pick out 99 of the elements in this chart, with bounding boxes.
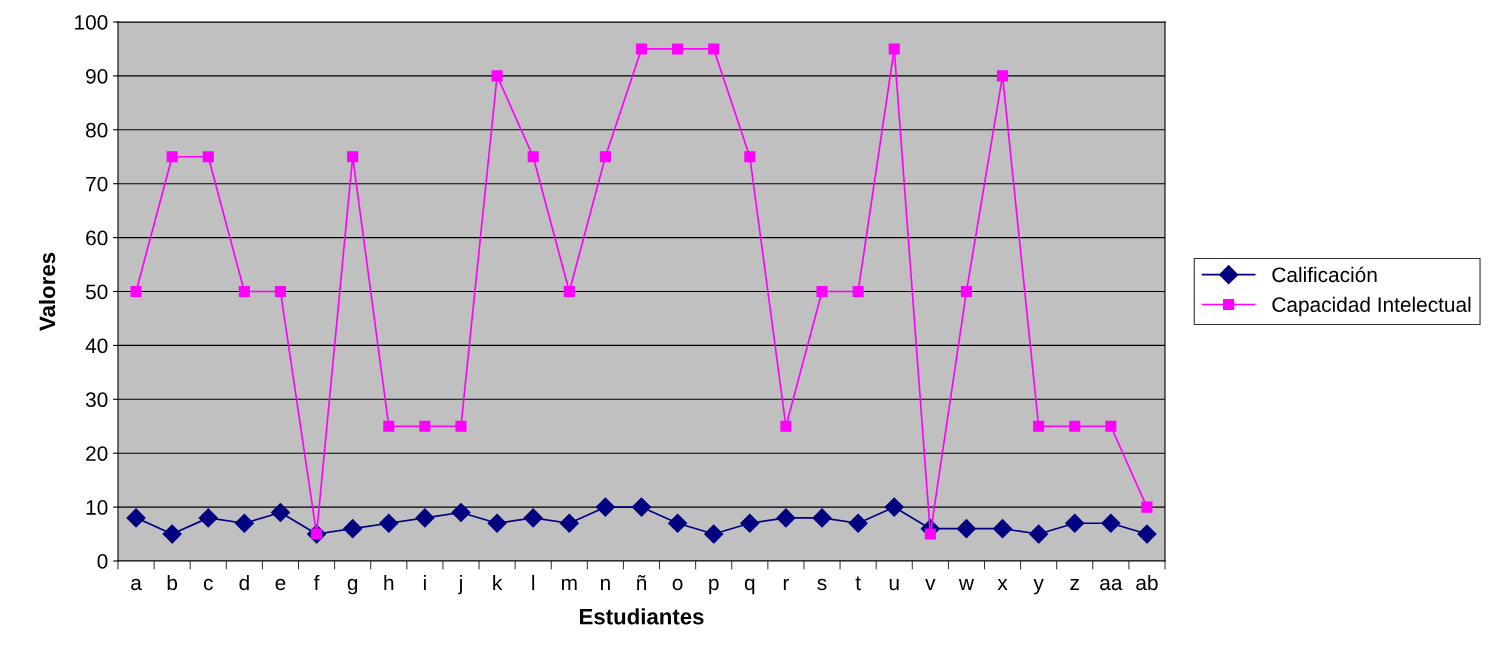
point bbox=[1101, 513, 1121, 533]
y-tick-label: 70 bbox=[86, 176, 108, 192]
x-axis-title: Estudiantes bbox=[580, 608, 704, 625]
point bbox=[347, 151, 359, 163]
legend-label: Calificación bbox=[1272, 266, 1377, 283]
x-tick-label: d bbox=[239, 574, 249, 591]
x-tick-label: h bbox=[384, 574, 394, 590]
point bbox=[672, 43, 684, 55]
x-tick-label: e bbox=[275, 578, 286, 591]
point bbox=[1029, 524, 1049, 544]
point bbox=[668, 513, 688, 533]
point bbox=[563, 285, 575, 298]
point bbox=[888, 43, 900, 55]
x-tick-label: c bbox=[203, 578, 213, 591]
y-tick-label: 50 bbox=[85, 284, 108, 300]
point bbox=[1105, 420, 1117, 432]
y-tick-label: 80 bbox=[86, 122, 108, 138]
point bbox=[379, 513, 399, 533]
x-tick-label: y bbox=[1033, 578, 1044, 595]
point bbox=[960, 285, 972, 298]
point bbox=[776, 508, 796, 528]
point bbox=[1069, 420, 1081, 432]
x-tick-label: p bbox=[709, 578, 719, 595]
x-tick-label: s bbox=[817, 578, 827, 591]
y-tick-label: 100 bbox=[75, 15, 108, 30]
x-tick-label: m bbox=[562, 578, 577, 590]
point bbox=[744, 151, 756, 163]
x-tick-label: i bbox=[423, 574, 426, 590]
point bbox=[1137, 524, 1157, 544]
y-tick-label: 10 bbox=[86, 500, 108, 515]
point bbox=[198, 508, 218, 528]
legend-label: Capacidad Intelectual bbox=[1272, 296, 1471, 317]
point bbox=[130, 285, 142, 298]
y-axis-title: Valores bbox=[38, 252, 56, 331]
point bbox=[238, 285, 250, 298]
x-tick-label: q bbox=[744, 578, 755, 595]
point bbox=[635, 43, 648, 55]
point bbox=[126, 508, 146, 528]
x-tick-label: j bbox=[458, 574, 462, 595]
point bbox=[704, 524, 724, 544]
point bbox=[234, 513, 254, 533]
point bbox=[162, 524, 182, 544]
x-tick-label: v bbox=[925, 578, 936, 590]
point bbox=[527, 151, 539, 163]
x-tick-label: z bbox=[1070, 578, 1079, 590]
y-tick-label: 30 bbox=[85, 392, 108, 408]
point bbox=[270, 502, 290, 523]
x-tick-label: o bbox=[672, 578, 683, 591]
point bbox=[595, 497, 615, 517]
y-tick-label: 90 bbox=[86, 68, 108, 84]
x-tick-label: b bbox=[167, 574, 178, 591]
x-tick-label: u bbox=[889, 578, 899, 591]
point bbox=[924, 528, 936, 540]
point bbox=[956, 519, 976, 539]
point bbox=[816, 285, 828, 298]
y-tick-label: 20 bbox=[86, 446, 108, 461]
point bbox=[419, 420, 431, 432]
point bbox=[852, 285, 864, 298]
x-tick-label: ab bbox=[1136, 574, 1158, 591]
x-tick-label: ñ bbox=[637, 575, 646, 590]
point bbox=[631, 497, 652, 517]
point bbox=[455, 420, 467, 432]
x-tick-label: aa bbox=[1100, 578, 1123, 591]
point bbox=[487, 513, 507, 533]
x-tick-label: f bbox=[313, 574, 320, 590]
x-tick-label: a bbox=[131, 578, 142, 591]
point bbox=[415, 508, 435, 528]
point bbox=[812, 508, 832, 528]
point bbox=[274, 285, 287, 298]
y-tick-label: 60 bbox=[86, 230, 108, 246]
x-tick-label: l bbox=[532, 574, 535, 590]
x-tick-label: k bbox=[493, 574, 503, 590]
point bbox=[523, 508, 543, 528]
point bbox=[740, 513, 760, 533]
point bbox=[599, 151, 611, 163]
point bbox=[1141, 501, 1153, 513]
x-tick-label: t bbox=[855, 576, 861, 591]
point bbox=[451, 502, 471, 523]
point bbox=[166, 151, 178, 163]
point bbox=[884, 497, 904, 517]
point bbox=[1033, 420, 1045, 432]
y-tick-label: 0 bbox=[97, 554, 108, 569]
point bbox=[383, 420, 395, 432]
x-tick-label: g bbox=[347, 578, 358, 595]
point bbox=[1065, 513, 1085, 533]
x-tick-label: w bbox=[958, 578, 975, 590]
point bbox=[708, 43, 720, 55]
point bbox=[996, 70, 1009, 82]
point bbox=[491, 70, 503, 82]
point bbox=[993, 519, 1013, 539]
point bbox=[202, 151, 214, 163]
x-tick-label: x bbox=[997, 578, 1008, 590]
y-tick-label: 40 bbox=[85, 338, 108, 354]
point bbox=[780, 420, 792, 432]
x-tick-label: r bbox=[783, 578, 790, 590]
point bbox=[559, 513, 579, 533]
x-tick-label: n bbox=[600, 578, 610, 590]
point bbox=[343, 519, 363, 539]
point bbox=[848, 513, 868, 533]
